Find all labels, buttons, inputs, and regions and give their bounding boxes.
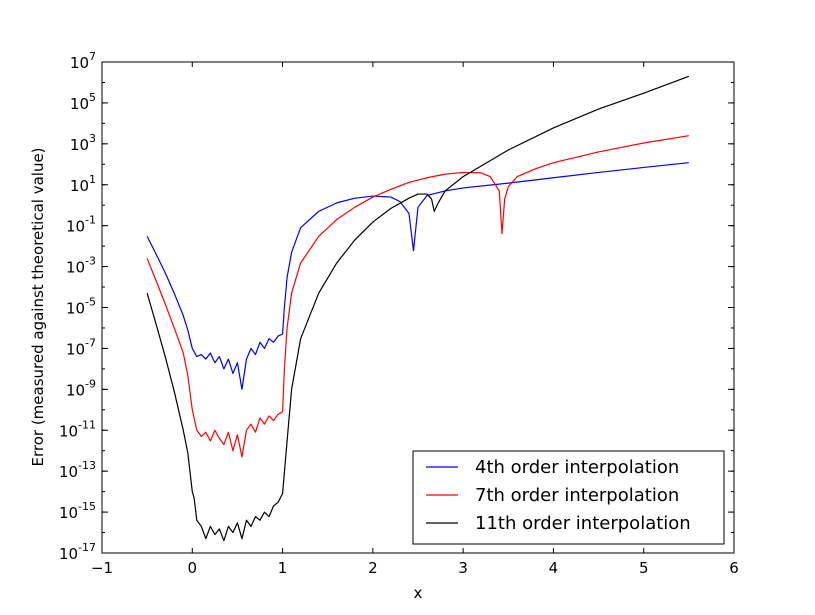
- y-tick-exponent: -13: [78, 459, 96, 472]
- y-tick-exponent: -7: [85, 336, 96, 349]
- x-tick-label: 4: [549, 559, 559, 577]
- series-line-3: [146, 75, 690, 542]
- y-tick-label: 10-15: [59, 500, 96, 522]
- y-tick-label: 103: [70, 132, 96, 154]
- series-line-1: [146, 162, 689, 390]
- x-axis-title: x: [414, 584, 423, 602]
- y-tick-exponent: -9: [85, 377, 96, 390]
- y-tick-exponent: -11: [78, 418, 96, 431]
- x-tick-label: −1: [91, 559, 113, 577]
- y-tick-label: 10-13: [59, 459, 96, 481]
- y-tick-exponent: -17: [78, 541, 96, 554]
- legend: 4th order interpolation 7th order interpo…: [412, 450, 725, 545]
- y-tick-label: 10-9: [66, 377, 96, 399]
- legend-label-2: 7th order interpolation: [475, 485, 679, 506]
- y-tick-label: 107: [70, 50, 96, 72]
- legend-label-3: 11th order interpolation: [475, 513, 691, 534]
- y-tick-exponent: -3: [85, 255, 96, 268]
- x-tick-label: 0: [188, 559, 198, 577]
- y-tick-label: 105: [70, 91, 96, 113]
- x-tick-label: 2: [368, 559, 378, 577]
- series-layer: [146, 75, 690, 542]
- legend-box: [412, 450, 725, 545]
- y-tick-label: 10-7: [66, 336, 96, 358]
- y-axis: 10-1710-1510-1310-1110-910-710-510-310-1…: [59, 50, 734, 563]
- y-tick-exponent: 3: [89, 132, 96, 145]
- x-tick-label: 1: [278, 559, 288, 577]
- x-tick-label: 6: [729, 559, 739, 577]
- y-tick-exponent: -15: [78, 500, 96, 513]
- y-tick-label: 10-3: [66, 255, 96, 277]
- y-tick-label: 10-5: [66, 296, 96, 318]
- y-tick-exponent: 5: [89, 91, 96, 104]
- x-axis: −1 0 1 2 3 4 5 6: [91, 62, 739, 577]
- x-tick-label: 5: [639, 559, 649, 577]
- y-tick-exponent: 7: [89, 50, 96, 63]
- y-tick-exponent: -1: [85, 214, 96, 227]
- y-tick-label: 10-1: [66, 214, 96, 236]
- y-tick-exponent: -5: [85, 296, 96, 309]
- y-axis-title: Error (measured against theoretical valu…: [29, 147, 47, 466]
- x-tick-label: 3: [458, 559, 468, 577]
- legend-label-1: 4th order interpolation: [475, 457, 679, 478]
- y-tick-label: 10-11: [59, 418, 96, 440]
- series-line-2: [146, 135, 689, 458]
- y-tick-label: 101: [70, 173, 96, 195]
- y-tick-exponent: 1: [89, 173, 96, 186]
- y-tick-label: 10-17: [59, 541, 96, 563]
